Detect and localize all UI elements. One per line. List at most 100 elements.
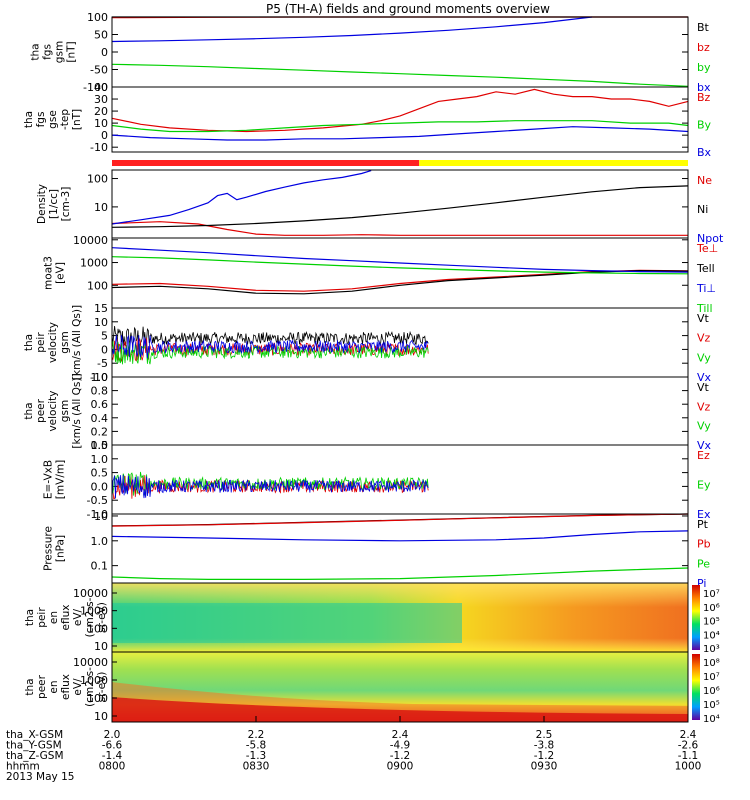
series-Vy [111, 341, 429, 365]
series-Vx [111, 334, 429, 359]
flag-bar [112, 160, 688, 166]
colorbar-label: 10⁶ [703, 603, 720, 614]
y-axis-label: gsm [54, 41, 66, 63]
y-tick-label: 50 [94, 29, 108, 42]
y-tick-label: 5 [101, 330, 108, 343]
colorbar [692, 654, 700, 720]
y-axis-label: E=-VxB [43, 460, 55, 499]
y-axis-label: Density [36, 184, 48, 224]
x-tick-label: 0800 [99, 761, 126, 773]
y-tick-label: 100 [87, 173, 108, 186]
x-tick-label: 2.5 [536, 729, 553, 741]
y-tick-label: 10 [94, 117, 108, 130]
series-bx [111, 16, 593, 43]
legend-entry: Ne [697, 174, 712, 187]
series-Pb [111, 513, 689, 527]
y-axis-label: [mV/m] [55, 460, 67, 499]
y-tick-label: 0.0 [91, 480, 109, 493]
y-axis-label: Pressure [43, 526, 55, 571]
y-axis-label: peer [35, 398, 47, 423]
x-tick-label: 0930 [531, 761, 558, 773]
legend-entry: Ex [697, 508, 711, 521]
y-tick-label: 1000 [80, 257, 108, 270]
legend-entry: Ni [697, 203, 708, 216]
y-axis-label: peir [36, 607, 48, 628]
y-tick-label: -5 [97, 357, 108, 370]
y-tick-label: 1000 [80, 674, 108, 687]
legend-entry: By [697, 119, 712, 132]
series-By [111, 120, 689, 133]
y-tick-label: 40 [94, 81, 108, 94]
y-tick-label: 10000 [73, 656, 108, 669]
legend-entry: Bx [697, 146, 712, 159]
colorbar-label: 10³ [703, 644, 720, 655]
x-tick-label: -1.2 [534, 750, 555, 762]
legend-entry: bx [697, 81, 711, 94]
y-axis-label: (cm2-s- [84, 597, 96, 637]
y-axis-label: sr-eV) [96, 672, 108, 703]
panel-frame [111, 86, 689, 153]
series-Ex [111, 474, 429, 499]
series-Ti⊥ [111, 247, 689, 273]
panel-9: 10⁷ 10⁶ 10⁵ 10⁴ 10³ 10000 1000 100 10 tha peir en ef… [24, 582, 720, 655]
y-axis-label: eflux [60, 674, 72, 700]
legend-entry: by [697, 61, 711, 74]
panel-10: 10⁸ 10⁷ 10⁶ 10⁵ 10⁴ 10000 1000 100 10 tha peer en ef… [24, 651, 720, 725]
y-axis-label: [km/s (All Qs)] [71, 373, 83, 448]
y-tick-label: -10 [90, 141, 108, 154]
y-axis-label: (cm2-s- [84, 667, 96, 707]
colorbar-label: 10⁷ [703, 589, 720, 600]
x-tick-label: -3.8 [534, 740, 555, 752]
colorbar-label: 10⁵ [703, 617, 720, 628]
y-tick-label: 10 [94, 510, 108, 523]
series-Bx [111, 126, 689, 141]
series-Vt [111, 325, 429, 349]
y-axis-label: tha [23, 402, 35, 419]
y-tick-label: -0.5 [87, 494, 108, 507]
y-axis-label: tha [23, 111, 35, 128]
series-Till [111, 256, 689, 275]
y-axis-label: en [48, 611, 60, 624]
y-tick-label: -50 [90, 64, 108, 77]
y-axis-label: en [48, 680, 60, 693]
legend-entry: Pb [697, 538, 711, 551]
y-tick-label: 1.0 [91, 453, 109, 466]
y-axis-label: gsm [59, 331, 71, 353]
y-tick-label: 1000 [80, 605, 108, 618]
x-tick-label: -6.6 [102, 740, 123, 752]
y-axis-label: sr-eV) [96, 602, 108, 633]
y-axis-label: tha [24, 609, 36, 626]
y-axis-label: [cm-3] [60, 187, 72, 222]
y-tick-label: 0.2 [91, 425, 109, 438]
panel-3: 100 10 Density [1/cc] [cm-3] Ne Ni Npot [36, 169, 724, 245]
y-tick-label: -100 [83, 81, 108, 94]
x-tick-label: 0830 [243, 761, 270, 773]
legend-entry: Bz [697, 91, 711, 104]
y-tick-label: 0 [101, 129, 108, 142]
x-tick-label: 2.0 [104, 729, 121, 741]
y-tick-label: 0 [101, 343, 108, 356]
x-axis-row-label: tha_X-GSM [6, 729, 63, 741]
y-axis-label: fgs [35, 112, 47, 128]
legend-entry: Vt [697, 381, 710, 394]
y-tick-label: 30 [94, 93, 108, 106]
x-tick-label: -1.3 [246, 750, 267, 762]
x-tick-label: -1.1 [678, 750, 699, 762]
x-tick-label: 0900 [387, 761, 414, 773]
y-tick-label: 20 [94, 105, 108, 118]
series-Pe [111, 567, 689, 581]
y-axis-label: peer [36, 674, 48, 699]
legend-entry: Vz [697, 332, 711, 345]
y-tick-label: 10 [94, 640, 108, 653]
y-axis-label: tha [24, 678, 36, 695]
panel-frame [111, 169, 689, 239]
figure-title: P5 (TH-A) fields and ground moments over… [266, 2, 550, 16]
y-tick-label: 1.0 [91, 535, 109, 548]
y-tick-label: 15 [94, 302, 108, 315]
x-tick-label: -2.6 [678, 740, 699, 752]
panel-frame [111, 444, 689, 515]
legend-entry: Pt [697, 518, 709, 531]
y-axis-label: fgs [42, 44, 54, 60]
series-Ey [111, 471, 429, 497]
legend-entry: Vz [697, 400, 711, 413]
